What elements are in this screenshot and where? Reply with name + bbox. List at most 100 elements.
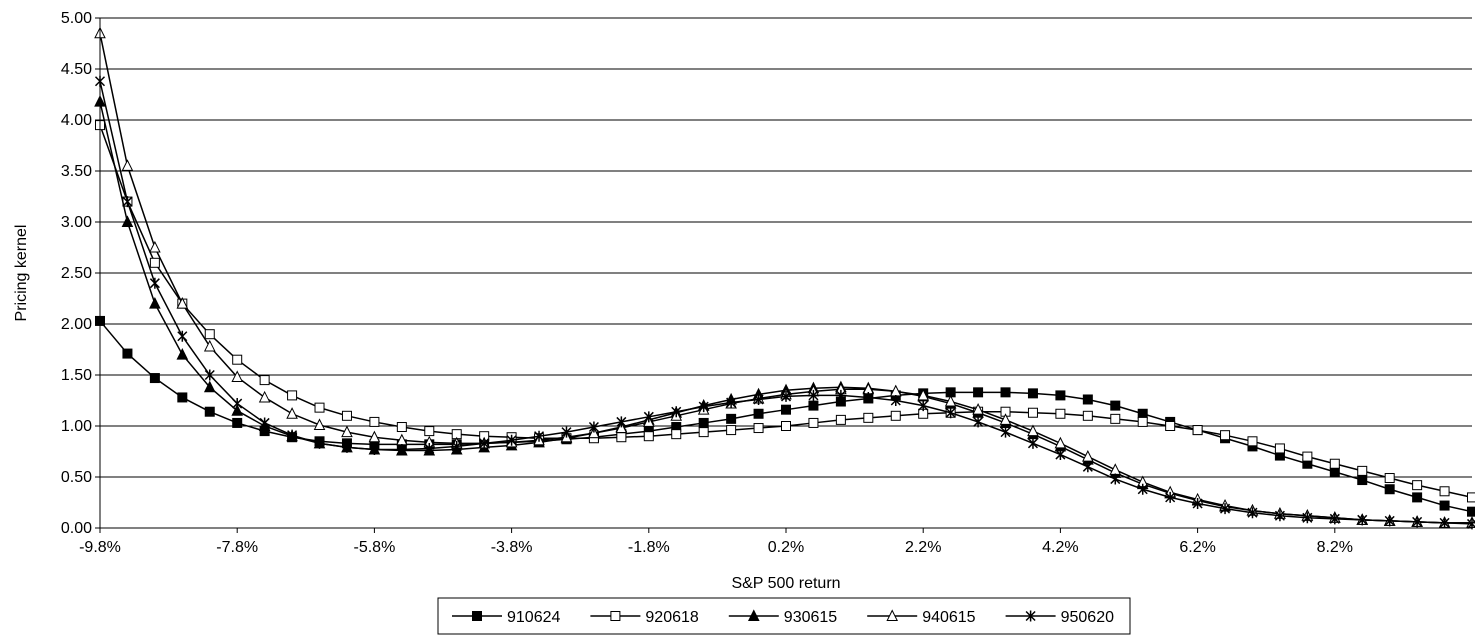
data-point — [944, 394, 957, 407]
data-point — [203, 339, 216, 352]
data-point — [890, 410, 901, 421]
data-point — [917, 388, 930, 401]
legend-label: 930615 — [784, 609, 837, 626]
data-point — [945, 407, 956, 419]
data-point — [122, 348, 133, 359]
data-point — [781, 421, 791, 431]
data-point — [726, 397, 737, 409]
y-tick-label: 1.50 — [61, 367, 92, 384]
data-point — [122, 196, 133, 208]
data-point — [1467, 492, 1475, 503]
data-point — [287, 390, 298, 401]
y-tick-label: 4.00 — [61, 112, 92, 129]
data-point — [1110, 400, 1121, 411]
data-point — [1439, 517, 1450, 529]
data-point — [780, 390, 792, 402]
data-point — [368, 430, 381, 443]
legend-entry-930615: 930615 — [728, 609, 837, 626]
x-tick-label: 6.2% — [1179, 539, 1215, 556]
data-point — [313, 418, 326, 430]
data-point — [1027, 437, 1038, 449]
data-point — [369, 416, 380, 427]
data-point — [341, 441, 352, 453]
data-point — [615, 421, 628, 434]
data-point — [1110, 473, 1121, 485]
data-point — [121, 159, 134, 171]
data-point — [149, 373, 160, 384]
data-point — [286, 407, 298, 419]
data-point — [231, 404, 244, 416]
data-point — [808, 417, 819, 428]
data-point — [1027, 388, 1038, 399]
data-point — [890, 395, 901, 406]
data-point — [643, 431, 654, 442]
data-point — [1192, 425, 1203, 436]
data-point — [973, 416, 984, 428]
y-tick-label: 3.00 — [61, 214, 92, 231]
data-point — [341, 425, 353, 438]
series-layer — [94, 26, 1475, 530]
data-point — [149, 240, 161, 253]
x-tick-label: 8.2% — [1317, 539, 1353, 556]
data-point — [698, 417, 709, 428]
x-tick-label: -1.8% — [628, 539, 670, 556]
data-point — [561, 426, 572, 438]
data-point — [1055, 408, 1066, 419]
data-point — [1082, 394, 1093, 405]
data-point — [1220, 430, 1231, 441]
data-point — [835, 389, 846, 401]
data-point — [1025, 610, 1036, 622]
data-point — [176, 347, 189, 360]
data-point — [369, 443, 380, 455]
data-point — [121, 215, 134, 227]
y-tick-label: 1.00 — [61, 418, 92, 435]
x-tick-label: 0.2% — [768, 539, 804, 556]
data-point — [1357, 514, 1368, 526]
data-point — [753, 393, 764, 405]
data-point — [1054, 436, 1067, 449]
data-point — [534, 430, 545, 442]
data-point — [616, 432, 627, 443]
data-point — [259, 417, 270, 429]
data-point — [1384, 515, 1395, 527]
data-point — [1082, 461, 1093, 473]
data-point — [287, 429, 298, 441]
data-point — [149, 296, 161, 309]
data-point — [1082, 449, 1094, 462]
data-point — [1137, 408, 1148, 419]
data-point — [1165, 421, 1176, 431]
data-point — [1000, 426, 1011, 438]
data-point — [610, 611, 621, 621]
data-point — [1329, 513, 1340, 525]
data-point — [176, 296, 189, 309]
data-point — [203, 380, 216, 393]
data-point — [726, 425, 737, 436]
legend-label: 910624 — [507, 609, 560, 626]
data-point — [973, 387, 984, 398]
legend-label: 940615 — [922, 609, 975, 626]
data-point — [232, 354, 243, 365]
data-point — [259, 375, 270, 386]
data-point — [149, 257, 160, 268]
data-point — [1412, 516, 1423, 528]
y-axis-ticks: 0.00 0.50 1.00 1.50 2.00 2.50 3.00 3.50 4.00 4.50… — [61, 10, 100, 537]
data-point — [616, 416, 627, 428]
data-point — [1165, 491, 1176, 503]
data-point — [588, 421, 599, 433]
y-tick-label: 0.00 — [61, 520, 92, 537]
data-point — [1220, 503, 1231, 515]
data-point — [1302, 512, 1313, 524]
y-tick-label: 2.00 — [61, 316, 92, 333]
data-point — [1137, 416, 1148, 427]
legend-entry-940615: 940615 — [867, 609, 976, 626]
legend-entry-910624: 910624 — [452, 609, 560, 626]
data-point — [835, 414, 846, 425]
data-point — [1439, 486, 1450, 497]
data-point — [1247, 507, 1258, 519]
data-point — [1302, 451, 1313, 462]
data-point — [863, 412, 874, 423]
data-point — [1412, 492, 1423, 503]
data-point — [747, 609, 760, 621]
data-point — [232, 398, 243, 410]
